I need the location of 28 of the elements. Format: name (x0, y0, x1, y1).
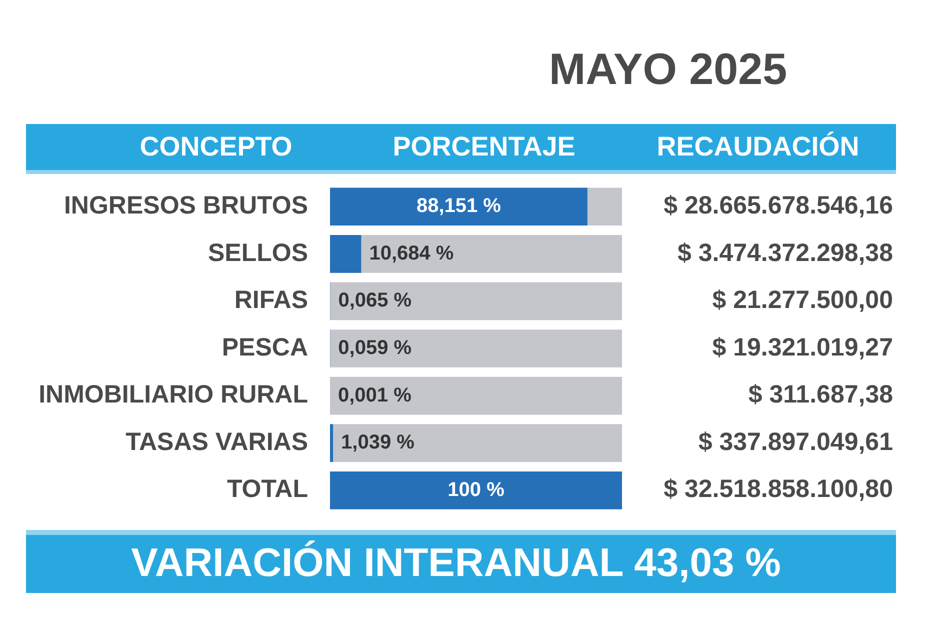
text: $ 3.474.372.298,38 (678, 238, 894, 267)
bar (330, 424, 334, 462)
data-label: 0,059 % (338, 337, 412, 360)
data-label: 0,001 % (338, 384, 412, 406)
text: $ 32.518.858.100,80 (664, 475, 893, 504)
text: PORCENTAJE (392, 131, 576, 162)
data-label: 10,684 % (369, 242, 454, 264)
text: VARIACIÓN INTERANUAL 43,03 % (131, 540, 781, 586)
y-tick-label: TASAS VARIAS (126, 428, 308, 456)
text: $ 28.665.678.546,16 (664, 192, 893, 220)
data-label: 88,151 % (416, 195, 502, 218)
y-tick-label: SELLOS (208, 238, 308, 267)
text: $ 311.687,38 (748, 380, 894, 409)
y-tick-label: TOTAL (226, 475, 308, 504)
y-tick-label: RIFAS (234, 286, 308, 314)
text: $ 337.897.049,61 (698, 428, 894, 456)
data-label: 1,039 % (341, 432, 415, 454)
data-label: 0,065 % (338, 290, 412, 312)
y-tick-label: INMOBILIARIO RURAL (38, 380, 308, 409)
text: CONCEPTO (140, 131, 292, 162)
y-tick-label: PESCA (222, 333, 308, 362)
y-tick-label: INGRESOS BRUTOS (64, 192, 308, 220)
chart-title: MAYO 2025 (548, 45, 788, 94)
data-label: 100 % (448, 478, 505, 501)
text: RECAUDACIÓN (656, 131, 860, 162)
text: $ 19.321.019,27 (712, 333, 893, 362)
bar (330, 235, 362, 273)
text: $ 21.277.500,00 (712, 286, 893, 314)
